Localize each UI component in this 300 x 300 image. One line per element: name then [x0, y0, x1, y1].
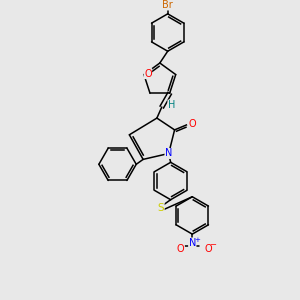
Text: O: O [144, 69, 152, 79]
Text: H: H [168, 100, 175, 110]
Text: N: N [165, 148, 172, 158]
Text: +: + [194, 237, 200, 243]
Text: S: S [158, 202, 164, 213]
Text: Br: Br [162, 0, 173, 10]
Text: −: − [209, 240, 216, 249]
Text: O: O [204, 244, 212, 254]
Text: N: N [189, 238, 196, 248]
Text: O: O [188, 119, 196, 129]
Text: O: O [177, 244, 184, 254]
